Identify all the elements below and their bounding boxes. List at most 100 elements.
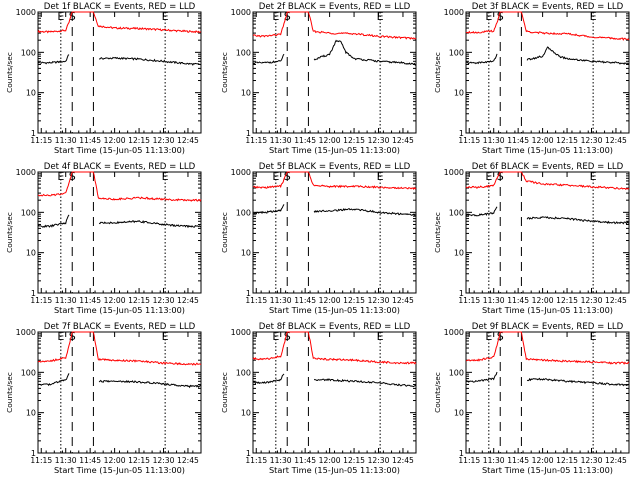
y-tick-label: 10 <box>26 249 36 258</box>
y-axis-label: Counts/sec <box>433 52 442 93</box>
y-tick-label: 100 <box>21 48 36 57</box>
plot-frame <box>465 331 630 454</box>
y-tick-label: 1 <box>459 289 464 298</box>
x-tick-label: 12:15 <box>343 456 365 465</box>
marker-label: E <box>162 170 169 183</box>
series-line-lld <box>252 331 417 365</box>
y-tick-label: 1 <box>31 289 36 298</box>
y-tick-label: 1000 <box>444 328 464 337</box>
panel-title: Det 5f BLACK = Events, RED = LLD <box>259 162 411 172</box>
x-tick-label: 12:30 <box>581 136 603 145</box>
y-tick-label: 100 <box>236 368 251 377</box>
series-line-events <box>465 206 630 225</box>
panel-title: Det 4f BLACK = Events, RED = LLD <box>44 162 196 172</box>
marker-label: E <box>590 330 597 343</box>
y-tick-label: 1000 <box>444 168 464 177</box>
plot-frame <box>252 331 417 454</box>
x-tick-label: 12:15 <box>343 296 365 305</box>
y-axis-label: Counts/sec <box>5 52 14 93</box>
x-tick-label: 11:45 <box>507 136 529 145</box>
marker-label: E <box>272 330 279 343</box>
x-tick-label: 12:15 <box>128 136 150 145</box>
y-tick-label: 10 <box>26 409 36 418</box>
panel-det-1: Det 1f BLACK = Events, RED = LLD 1 10 100 10… <box>5 2 202 155</box>
y-tick-label: 1000 <box>444 8 464 17</box>
series-line-lld <box>465 331 630 365</box>
x-tick-label: 11:30 <box>55 296 77 305</box>
x-tick-label: 12:00 <box>104 456 126 465</box>
y-tick-label: 1 <box>31 449 36 458</box>
y-tick-label: 1 <box>246 449 251 458</box>
x-tick-label: 11:15 <box>458 296 480 305</box>
y-tick-label: 1000 <box>16 8 36 17</box>
x-tick-label: 11:15 <box>245 456 267 465</box>
plot-frame <box>252 171 417 294</box>
x-tick-label: 12:00 <box>532 456 554 465</box>
y-tick-label: 100 <box>449 48 464 57</box>
x-tick-label: 12:30 <box>153 136 175 145</box>
x-tick-label: 12:30 <box>368 296 390 305</box>
marker-label: E <box>162 330 169 343</box>
x-tick-label: 11:30 <box>270 136 292 145</box>
panel-det-6: Det 6f BLACK = Events, RED = LLD 1 10 100 10… <box>433 162 630 315</box>
x-axis-label: Start Time (15-Jun-05 11:13:00) <box>482 305 613 315</box>
marker-label: E <box>57 330 64 343</box>
marker-label: S <box>497 170 504 183</box>
marker-label: E <box>57 10 64 23</box>
x-tick-label: 12:45 <box>177 456 199 465</box>
marker-label: S <box>69 330 76 343</box>
x-tick-label: 12:45 <box>392 456 414 465</box>
x-axis-label: Start Time (15-Jun-05 11:13:00) <box>269 305 400 315</box>
marker-label: S <box>69 170 76 183</box>
panel-title: Det 2f BLACK = Events, RED = LLD <box>259 2 411 12</box>
y-tick-label: 10 <box>454 249 464 258</box>
x-tick-label: 11:15 <box>458 456 480 465</box>
plot-frame <box>37 171 202 294</box>
y-tick-label: 100 <box>449 368 464 377</box>
marker-label: E <box>485 10 492 23</box>
y-tick-label: 100 <box>21 368 36 377</box>
x-tick-label: 12:30 <box>153 456 175 465</box>
panel-det-9: Det 9f BLACK = Events, RED = LLD 1 10 100 10… <box>433 322 630 475</box>
series-line-events <box>37 373 202 389</box>
series-line-lld <box>252 171 417 190</box>
plot-frame <box>465 11 630 134</box>
y-axis-label: Counts/sec <box>220 52 229 93</box>
x-tick-label: 12:00 <box>104 296 126 305</box>
y-tick-label: 1000 <box>16 168 36 177</box>
y-tick-label: 1 <box>246 289 251 298</box>
marker-label: E <box>377 10 384 23</box>
y-tick-label: 1000 <box>16 328 36 337</box>
y-tick-label: 10 <box>241 89 251 98</box>
x-tick-label: 11:30 <box>270 296 292 305</box>
x-tick-label: 11:45 <box>507 456 529 465</box>
x-tick-label: 11:15 <box>245 136 267 145</box>
x-tick-label: 11:45 <box>79 296 101 305</box>
x-tick-label: 11:30 <box>55 456 77 465</box>
series-line-events <box>465 371 630 387</box>
panel-title: Det 9f BLACK = Events, RED = LLD <box>472 322 624 332</box>
y-axis-label: Counts/sec <box>5 212 14 253</box>
x-tick-label: 11:15 <box>458 136 480 145</box>
x-tick-label: 12:45 <box>177 136 199 145</box>
y-tick-label: 10 <box>26 89 36 98</box>
y-tick-label: 10 <box>454 89 464 98</box>
x-tick-label: 12:15 <box>556 456 578 465</box>
y-tick-label: 10 <box>241 409 251 418</box>
x-axis-label: Start Time (15-Jun-05 11:13:00) <box>482 145 613 155</box>
x-tick-label: 12:30 <box>581 296 603 305</box>
x-tick-label: 11:30 <box>483 296 505 305</box>
x-axis-label: Start Time (15-Jun-05 11:13:00) <box>54 305 185 315</box>
x-axis-label: Start Time (15-Jun-05 11:13:00) <box>269 465 400 475</box>
x-tick-label: 12:15 <box>128 456 150 465</box>
x-tick-label: 12:45 <box>605 296 627 305</box>
panel-det-5: Det 5f BLACK = Events, RED = LLD 1 10 100 10… <box>220 162 417 315</box>
x-tick-label: 11:45 <box>294 296 316 305</box>
x-tick-label: 11:30 <box>270 456 292 465</box>
y-axis-label: Counts/sec <box>220 372 229 413</box>
x-tick-label: 11:15 <box>30 456 52 465</box>
x-axis-label: Start Time (15-Jun-05 11:13:00) <box>54 145 185 155</box>
x-tick-label: 12:45 <box>605 456 627 465</box>
